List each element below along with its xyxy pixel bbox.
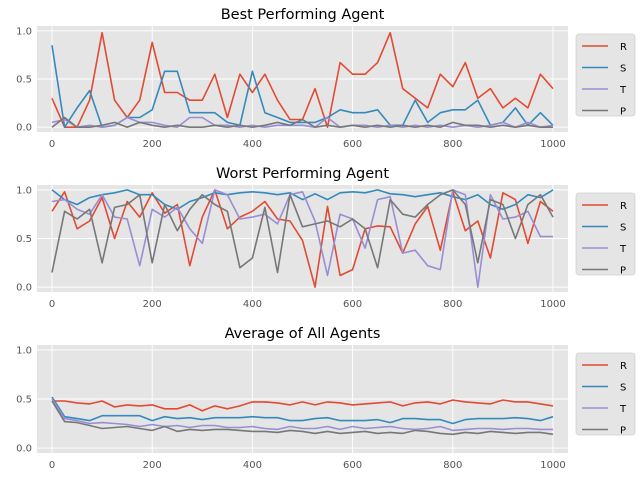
panel-2: 0 200 400 600 800 1000 0.0 0.5 1.0 Worst Performi… [16, 166, 636, 310]
series-line-P [51, 116, 553, 128]
legend-label-T: T [619, 85, 627, 96]
series-line-P [51, 400, 554, 436]
x-tick-label: 0 [49, 139, 55, 150]
y-tick-label: 0.5 [16, 75, 32, 86]
x-tick-label: 800 [443, 139, 462, 150]
y-tick-label: 1.0 [16, 185, 32, 196]
y-tick-label: 1.0 [16, 26, 32, 37]
x-tick-label: 600 [343, 299, 362, 310]
chart-title: Best Performing Agent [221, 7, 385, 23]
x-tick-label: 0 [49, 299, 55, 310]
chart-title: Worst Performing Agent [216, 166, 389, 182]
x-tick-label: 200 [143, 299, 162, 310]
x-tick-label: 800 [443, 460, 462, 471]
y-tick-label: 0.5 [16, 395, 32, 406]
x-tick-label: 400 [243, 139, 262, 150]
legend-label-R: R [620, 201, 627, 212]
y-tick-label: 0.0 [16, 283, 32, 294]
y-tick-label: 1.0 [16, 345, 32, 356]
legend-box [575, 352, 636, 436]
legend-label-T: T [619, 404, 627, 415]
legend-label-P: P [620, 107, 626, 118]
series-line-R [52, 399, 554, 412]
series-line-S [51, 396, 554, 425]
x-tick-label: 600 [343, 139, 362, 150]
legend-label-S: S [620, 383, 626, 394]
y-tick-label: 0.0 [16, 123, 32, 134]
chart-title: Average of All Agents [225, 326, 381, 342]
legend-box [575, 192, 636, 276]
x-tick-label: 400 [243, 460, 262, 471]
series-line-S [51, 45, 554, 128]
series-line-T [51, 398, 553, 432]
series-line-P [51, 189, 554, 274]
x-tick-label: 800 [443, 299, 462, 310]
x-tick-label: 0 [49, 460, 55, 471]
legend-label-R: R [620, 361, 627, 372]
x-tick-label: 400 [243, 299, 262, 310]
x-tick-label: 1000 [540, 299, 565, 310]
legend-label-S: S [620, 223, 626, 234]
legend-label-T: T [619, 244, 627, 255]
x-tick-label: 600 [343, 460, 362, 471]
x-tick-label: 200 [143, 460, 162, 471]
x-tick-label: 1000 [540, 139, 565, 150]
panel-1: 0 200 400 600 800 1000 0.0 0.5 1.0 Best Performin… [16, 7, 636, 150]
x-tick-label: 200 [143, 139, 162, 150]
legend-box [575, 33, 636, 117]
panel-3: 0 200 400 600 800 1000 0.0 0.5 1.0 Average of All… [16, 326, 636, 471]
legend-label-S: S [620, 64, 626, 75]
legend-label-R: R [620, 42, 627, 53]
x-tick-label: 1000 [540, 460, 565, 471]
y-tick-label: 0.0 [16, 444, 32, 455]
legend-label-P: P [620, 266, 626, 277]
y-tick-label: 0.5 [16, 234, 32, 245]
series-line-S [51, 189, 554, 211]
legend-label-P: P [620, 426, 626, 437]
